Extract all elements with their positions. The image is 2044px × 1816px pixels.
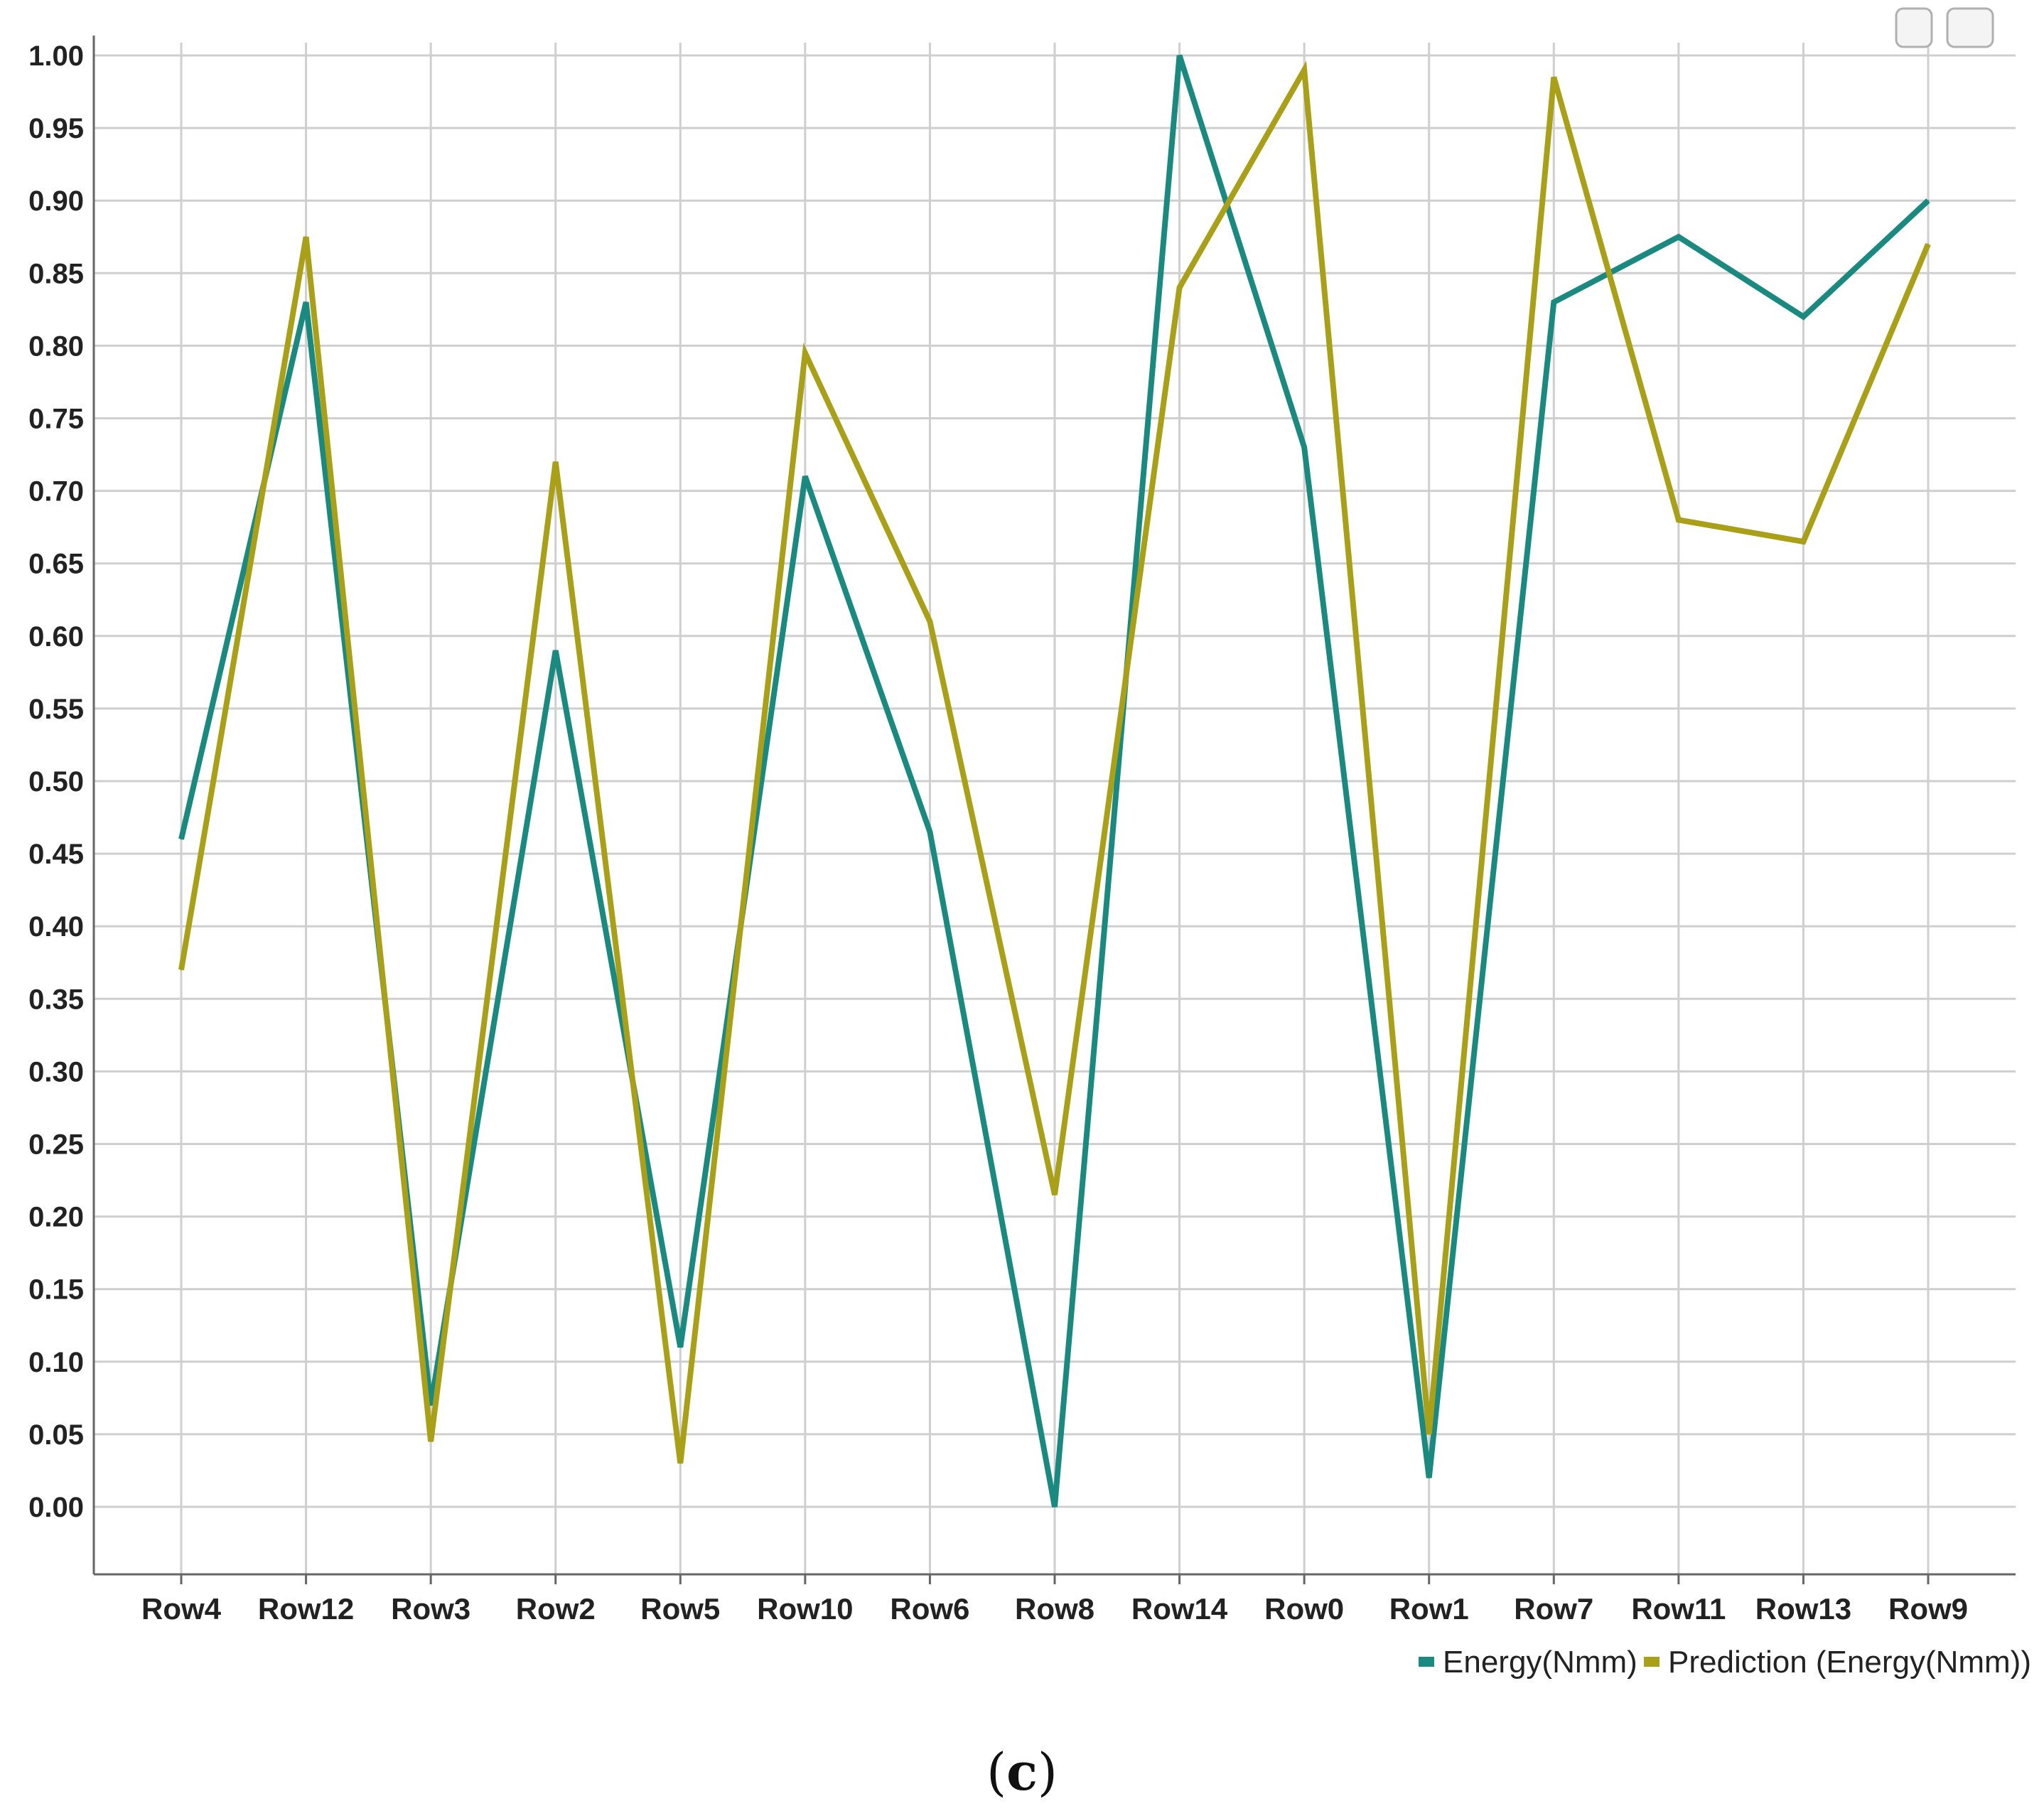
- x-tick-label: Row0: [1264, 1592, 1344, 1626]
- y-tick-label: 0.95: [28, 113, 84, 144]
- data-point: [554, 461, 556, 463]
- data-point: [1428, 1477, 1430, 1479]
- y-tick-label: 0.75: [28, 404, 84, 435]
- y-tick-label: 0.90: [28, 186, 84, 217]
- series-lines: [178, 54, 1931, 1508]
- y-tick-label: 0.10: [28, 1347, 84, 1378]
- y-tick-label: 0.30: [28, 1056, 84, 1087]
- data-point: [554, 650, 556, 652]
- y-tick-label: 0.15: [28, 1274, 84, 1306]
- x-tick-label: Row13: [1755, 1592, 1851, 1626]
- data-point: [1054, 1506, 1055, 1508]
- data-point: [1802, 316, 1804, 318]
- x-tick-label: Row9: [1888, 1592, 1968, 1626]
- y-tick-label: 0.80: [28, 331, 84, 362]
- y-tick-labels: 0.00 0.05 0.10 0.15 0.20 0.25 0.30 0.35 0.40 0.45…: [28, 41, 84, 1523]
- grid-lines: [94, 43, 2016, 1574]
- data-point: [1303, 446, 1306, 448]
- data-point: [1178, 55, 1180, 56]
- legend-label: Prediction (Energy(Nmm)): [1668, 1645, 2031, 1680]
- data-point: [305, 236, 307, 238]
- x-tick-label: Row11: [1631, 1592, 1726, 1626]
- data-point: [181, 838, 182, 840]
- data-point: [679, 1462, 682, 1464]
- data-point: [1553, 301, 1555, 303]
- legend-swatch: [1419, 1657, 1434, 1667]
- data-point: [804, 352, 806, 354]
- x-tick-label: Row4: [141, 1592, 222, 1626]
- legend-swatch: [1644, 1657, 1660, 1667]
- y-tick-label: 0.55: [28, 694, 84, 725]
- y-tick-label: 0.50: [28, 766, 84, 797]
- y-tick-label: 0.65: [28, 549, 84, 580]
- y-tick-label: 0.20: [28, 1202, 84, 1233]
- data-point: [929, 831, 931, 833]
- y-tick-label: 0.70: [28, 476, 84, 507]
- data-point: [1178, 286, 1180, 289]
- data-point: [305, 301, 307, 303]
- x-tick-label: Row7: [1514, 1592, 1593, 1626]
- y-tick-label: 0.00: [28, 1492, 84, 1523]
- y-tick-label: 0.40: [28, 911, 84, 942]
- chart-toolbar: [1895, 7, 1994, 48]
- data-point: [1428, 1433, 1430, 1435]
- data-point: [929, 620, 931, 623]
- chart-reset-button[interactable]: [1946, 7, 1994, 48]
- figure-caption: (c): [986, 1741, 1058, 1802]
- data-point: [1927, 243, 1929, 245]
- data-point: [430, 1441, 432, 1443]
- axes: [92, 36, 2016, 1584]
- data-point: [679, 1346, 682, 1348]
- y-tick-label: 0.35: [28, 984, 84, 1015]
- x-tick-label: Row6: [890, 1592, 969, 1626]
- caption-close-paren: ): [1038, 1742, 1058, 1802]
- x-tick-label: Row2: [516, 1592, 596, 1626]
- y-tick-label: 0.60: [28, 621, 84, 652]
- x-tick-label: Row8: [1015, 1592, 1094, 1626]
- data-point: [804, 476, 806, 478]
- data-point: [430, 1404, 432, 1407]
- data-point: [1553, 76, 1555, 78]
- data-point: [1303, 69, 1306, 71]
- y-tick-label: 0.85: [28, 258, 84, 289]
- x-tick-label: Row10: [757, 1592, 853, 1626]
- x-tick-label: Row12: [258, 1592, 354, 1626]
- y-tick-label: 1.00: [28, 41, 84, 72]
- data-point: [1054, 1193, 1055, 1196]
- y-tick-label: 0.25: [28, 1129, 84, 1161]
- legend: Energy(Nmm) Prediction (Energy(Nmm)): [1419, 1645, 2031, 1680]
- x-tick-label: Row5: [640, 1592, 720, 1626]
- chart-zoom-button[interactable]: [1895, 7, 1933, 48]
- y-tick-label: 0.45: [28, 839, 84, 870]
- data-point: [181, 969, 182, 971]
- legend-label: Energy(Nmm): [1443, 1645, 1637, 1680]
- x-tick-label: Row1: [1389, 1592, 1469, 1626]
- data-point: [1927, 200, 1929, 202]
- data-point: [1802, 541, 1804, 543]
- caption-letter: c: [1006, 1741, 1038, 1802]
- caption-open-paren: (: [986, 1742, 1006, 1802]
- data-point: [1677, 236, 1679, 238]
- x-tick-labels: Row4 Row12 Row3 Row2 Row5 Row10 Row6 Row8 Row14 R…: [141, 1592, 1968, 1626]
- x-tick-label: Row3: [391, 1592, 470, 1626]
- x-tick-label: Row14: [1131, 1592, 1228, 1626]
- y-tick-label: 0.05: [28, 1419, 84, 1451]
- data-point: [1677, 519, 1679, 521]
